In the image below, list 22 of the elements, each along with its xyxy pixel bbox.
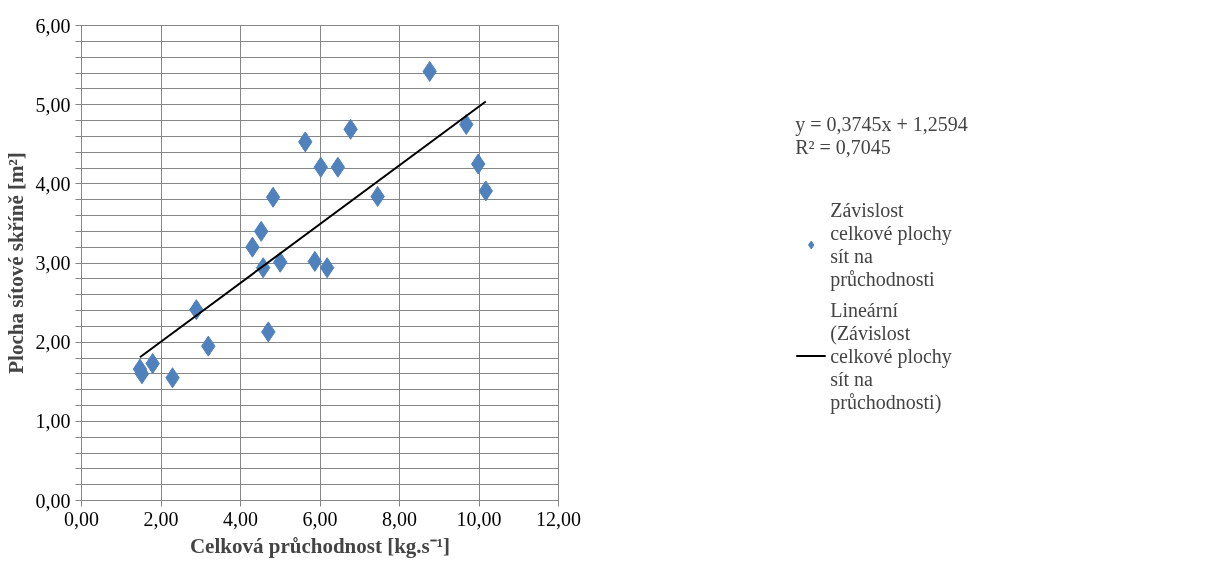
text: y = 0,3745x + 1,2594: [795, 112, 968, 134]
y-tick-label: 2,00: [35, 331, 71, 354]
point: [265, 186, 281, 208]
point: [370, 186, 385, 207]
y-tick-label: 6,00: [35, 14, 71, 37]
x-tick-label: 12,00: [536, 507, 581, 530]
x-tick-label: 10,00: [456, 507, 502, 530]
x-tick-label: 6,00: [302, 507, 338, 530]
y-tick-label: 3,00: [35, 252, 71, 274]
x-tick-label: 8,00: [382, 507, 417, 530]
legend-label: Lineární (Závislost celkové plochy sít na průchodnosti): [830, 298, 952, 413]
y-tick-label: 4,00: [35, 172, 71, 195]
y-axis-title: Plocha sítové skříně [m²]: [3, 152, 28, 374]
point: [330, 156, 346, 178]
point: [319, 257, 335, 279]
legend-label: Závislost celkové plochy sít na průchodnosti: [830, 198, 952, 290]
y-tick-label: 1,00: [35, 410, 71, 433]
x-axis-title: Celková průchodnost [kg.s⁻¹]: [189, 533, 451, 558]
x-tick-label: 4,00: [223, 507, 258, 530]
x-tick-label: 2,00: [143, 507, 179, 530]
text: R² = 0,7045: [795, 135, 891, 157]
y-tick-label: 5,00: [35, 93, 71, 116]
